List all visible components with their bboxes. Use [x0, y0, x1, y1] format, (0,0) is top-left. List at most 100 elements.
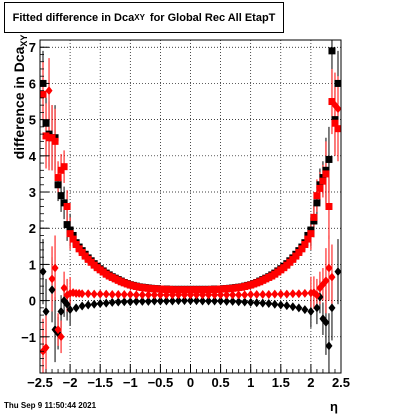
data-point-diamond — [126, 289, 134, 299]
data-point-diamond — [301, 288, 309, 298]
data-point-diamond — [265, 289, 273, 299]
data-point-diamond — [156, 290, 164, 300]
data-point-diamond — [90, 299, 98, 309]
data-point-diamond — [72, 303, 80, 313]
data-point-diamond — [138, 290, 146, 300]
data-point-diamond — [235, 297, 243, 307]
chart-title-suffix: for Global Rec All EtapT — [149, 11, 276, 24]
data-point-square — [319, 174, 327, 182]
data-point-diamond — [96, 289, 104, 299]
data-point-diamond — [102, 289, 110, 299]
data-point-diamond — [295, 303, 303, 313]
data-point-diamond — [150, 296, 158, 306]
data-point-diamond — [144, 290, 152, 300]
data-point-square — [51, 137, 59, 145]
data-point-diamond — [334, 104, 342, 114]
data-point-diamond — [301, 305, 309, 315]
data-point-square — [54, 174, 62, 182]
data-point-diamond — [144, 296, 152, 306]
data-point-diamond — [156, 296, 164, 306]
data-point-diamond — [253, 289, 261, 299]
error-bars — [42, 40, 339, 373]
y-tick-label: 6 — [29, 76, 36, 91]
data-point-square — [328, 98, 336, 106]
data-point-square — [66, 230, 74, 238]
data-point-diamond — [283, 289, 291, 299]
x-tick-label: 2 — [307, 375, 314, 390]
data-point-square — [63, 221, 71, 229]
data-point-diamond — [102, 298, 110, 308]
data-point-square — [57, 166, 65, 174]
data-point-diamond — [162, 290, 170, 300]
data-point-diamond — [193, 296, 201, 306]
data-point-diamond — [138, 296, 146, 306]
data-point-diamond — [199, 296, 207, 306]
data-point-diamond — [247, 297, 255, 307]
data-point-square — [316, 184, 324, 192]
x-tick-label: 1.5 — [272, 375, 290, 390]
data-point-diamond — [60, 283, 68, 293]
data-point-diamond — [42, 343, 50, 353]
data-point-diamond — [108, 289, 116, 299]
data-point-diamond — [51, 263, 59, 273]
data-point-diamond — [66, 305, 74, 315]
data-point-diamond — [45, 86, 53, 96]
data-point-diamond — [180, 290, 188, 300]
data-point-diamond — [271, 289, 279, 299]
data-point-diamond — [322, 317, 330, 327]
data-point-square — [72, 241, 80, 249]
data-point-diamond — [241, 290, 249, 300]
data-point-diamond — [180, 296, 188, 306]
data-point-diamond — [132, 296, 140, 306]
data-point-square — [66, 226, 74, 234]
data-point-diamond — [84, 289, 92, 299]
axis-ticks — [39, 39, 342, 374]
y-tick-label: 0 — [29, 294, 36, 309]
y-tick-label: 4 — [29, 149, 37, 164]
data-point-diamond — [168, 290, 176, 300]
data-point-diamond — [57, 332, 65, 342]
data-point-diamond — [289, 302, 297, 312]
data-point-square — [57, 192, 65, 200]
data-point-diamond — [307, 306, 315, 316]
data-point-square — [307, 226, 315, 234]
x-tick-label: −2 — [63, 375, 78, 390]
data-point-diamond — [223, 296, 231, 306]
x-tick-label: 0.5 — [212, 375, 230, 390]
data-point-diamond — [322, 276, 330, 286]
data-point-diamond — [54, 325, 62, 335]
data-point-diamond — [229, 296, 237, 306]
data-point-square — [322, 170, 330, 178]
markers — [39, 47, 342, 356]
data-point-diamond — [174, 290, 182, 300]
data-point-diamond — [229, 290, 237, 300]
data-point-diamond — [313, 303, 321, 313]
chart-title-subscript: XY — [134, 13, 145, 22]
data-point-diamond — [235, 290, 243, 300]
data-point-square — [54, 181, 62, 189]
data-point-diamond — [48, 274, 56, 284]
data-point-diamond — [168, 296, 176, 306]
y-tick-label: 7 — [29, 40, 36, 55]
y-tick-label: 3 — [29, 185, 36, 200]
x-tick-label: −1 — [123, 375, 138, 390]
data-point-square — [48, 134, 56, 142]
data-point-square — [42, 119, 50, 127]
y-tick-label: 2 — [29, 221, 36, 236]
data-point-diamond — [120, 297, 128, 307]
data-point-diamond — [132, 290, 140, 300]
chart-title-main: Fitted difference in Dca — [12, 11, 135, 24]
data-point-diamond — [334, 267, 342, 277]
data-point-square — [298, 245, 306, 253]
data-point-square — [325, 155, 333, 163]
data-point-diamond — [162, 296, 170, 306]
data-point-diamond — [328, 303, 336, 313]
data-point-square — [39, 90, 47, 98]
data-point-square — [301, 241, 309, 249]
data-point-square — [316, 181, 324, 189]
data-point-diamond — [289, 289, 297, 299]
data-point-square — [310, 217, 318, 225]
data-point-diamond — [90, 289, 98, 299]
data-point-diamond — [211, 290, 219, 300]
